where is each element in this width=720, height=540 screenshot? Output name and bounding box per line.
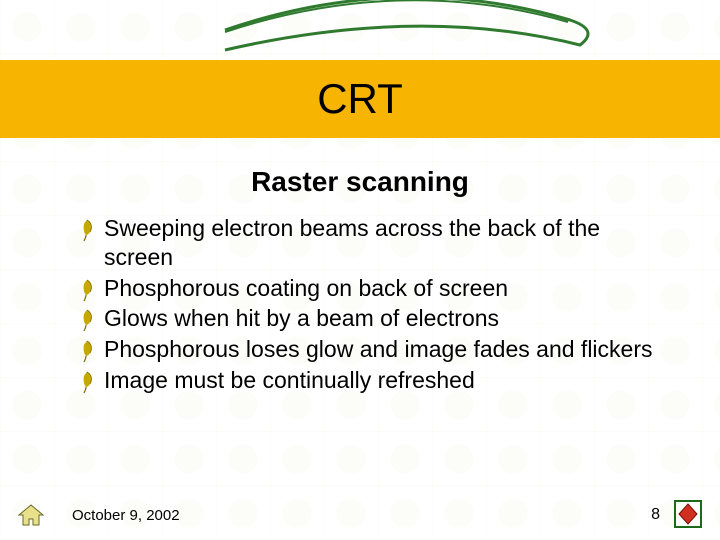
bullet-text: Image must be continually refreshed xyxy=(104,366,475,395)
leaf-bullet-icon xyxy=(78,370,96,394)
footer: October 9, 2002 8 xyxy=(0,500,720,526)
footer-date: October 9, 2002 xyxy=(72,507,180,524)
swoosh-decoration xyxy=(220,0,640,60)
bullet-text: Phosphorous coating on back of screen xyxy=(104,274,508,303)
leaf-bullet-icon xyxy=(78,339,96,363)
slide-title: CRT xyxy=(317,75,403,123)
title-bar: CRT xyxy=(0,60,720,138)
next-icon[interactable] xyxy=(674,500,702,528)
slide-subtitle: Raster scanning xyxy=(0,166,720,198)
bullet-list: Sweeping electron beams across the back … xyxy=(78,214,672,397)
bullet-item: Sweeping electron beams across the back … xyxy=(78,214,672,272)
bullet-text: Sweeping electron beams across the back … xyxy=(104,214,672,272)
page-number: 8 xyxy=(651,506,660,524)
home-icon[interactable] xyxy=(18,504,44,526)
bullet-text: Phosphorous loses glow and image fades a… xyxy=(104,335,653,364)
bullet-item: Image must be continually refreshed xyxy=(78,366,672,395)
bullet-text: Glows when hit by a beam of electrons xyxy=(104,304,499,333)
leaf-bullet-icon xyxy=(78,278,96,302)
bullet-item: Phosphorous loses glow and image fades a… xyxy=(78,335,672,364)
leaf-bullet-icon xyxy=(78,218,96,242)
bullet-item: Glows when hit by a beam of electrons xyxy=(78,304,672,333)
leaf-bullet-icon xyxy=(78,308,96,332)
bullet-item: Phosphorous coating on back of screen xyxy=(78,274,672,303)
